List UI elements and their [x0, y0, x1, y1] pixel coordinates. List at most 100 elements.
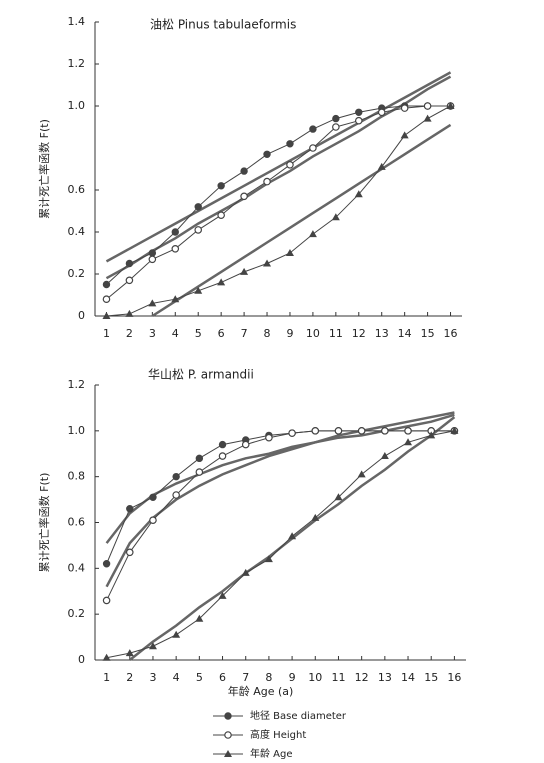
x-tick-label: 3 [149, 327, 156, 340]
x-tick-label: 16 [444, 327, 458, 340]
y-tick-label: 1.4 [68, 15, 86, 28]
x-tick-label: 8 [264, 327, 271, 340]
x-tick-label: 5 [196, 671, 203, 684]
point [285, 249, 294, 256]
panel: 00.20.40.61.01.21.41 2 3 4 5 6 7 8 9 10 11 12 13 14 15… [37, 15, 462, 340]
point [148, 249, 157, 257]
x-tick-label: 15 [421, 327, 435, 340]
point [172, 491, 180, 499]
point [195, 468, 204, 476]
point [195, 614, 204, 622]
x-tick-label: 6 [219, 671, 226, 684]
x-tick-label: 6 [218, 327, 225, 340]
y-tick-label: 1.2 [68, 57, 86, 70]
y-tick-label: 1.0 [68, 99, 86, 112]
point [450, 426, 459, 434]
point [309, 144, 317, 152]
point [263, 177, 271, 186]
y-tick-label: 0.8 [68, 470, 86, 483]
point [357, 427, 366, 435]
point [380, 452, 389, 460]
x-tick-label: 14 [401, 671, 415, 684]
x-tick-label: 10 [308, 671, 322, 684]
point [423, 114, 432, 122]
point [309, 125, 317, 133]
y-tick-label: 0 [78, 309, 85, 322]
point [172, 630, 181, 638]
point [265, 433, 273, 442]
series-line [106, 105, 451, 285]
point [331, 213, 340, 221]
point [148, 255, 157, 264]
point [102, 312, 111, 319]
point [125, 548, 134, 557]
fit-line [151, 123, 452, 318]
x-axis-label: 年龄 Age (a) [228, 684, 294, 698]
legend-marker [224, 750, 232, 757]
point [218, 591, 227, 599]
point [400, 104, 409, 112]
point [263, 259, 272, 267]
point [102, 280, 111, 289]
y-tick-label: 0.2 [68, 607, 86, 620]
point [334, 427, 343, 435]
series-line [106, 430, 455, 601]
x-tick-label: 8 [265, 671, 272, 684]
x-tick-label: 12 [352, 327, 366, 340]
point [355, 108, 363, 117]
point [218, 440, 227, 449]
point [125, 259, 134, 268]
point [446, 102, 455, 109]
x-tick-label: 11 [331, 671, 345, 684]
point [423, 102, 432, 110]
panel: 00.20.40.60.81.01.21 2 3 4 5 6 7 8 9 10 11 12 13 14 15… [37, 368, 466, 760]
x-tick-label: 15 [424, 671, 438, 684]
point [427, 431, 436, 439]
legend-label: 地径 Base diameter [250, 709, 347, 722]
x-tick-label: 1 [103, 327, 110, 340]
x-tick-label: 1 [103, 671, 110, 684]
point [241, 568, 250, 576]
point [194, 286, 203, 294]
x-tick-label: 7 [241, 327, 248, 340]
point [377, 162, 386, 170]
point [125, 309, 134, 317]
point [148, 299, 157, 307]
x-tick-label: 3 [149, 671, 156, 684]
point [102, 653, 111, 661]
x-tick-label: 2 [126, 327, 133, 340]
point [263, 150, 271, 159]
x-tick-label: 11 [329, 327, 343, 340]
point [334, 493, 343, 501]
point [149, 493, 157, 501]
y-tick-label: 1.0 [68, 424, 86, 437]
x-tick-label: 5 [195, 327, 202, 340]
point [240, 267, 249, 275]
y-axis-label: 累计死亡率函数 F(t) [37, 119, 51, 219]
point [148, 642, 157, 650]
x-tick-label: 9 [289, 671, 296, 684]
point [332, 123, 340, 131]
point [194, 226, 203, 234]
y-tick-label: 0.4 [68, 561, 86, 574]
series-line [106, 430, 455, 659]
x-tick-label: 9 [286, 327, 293, 340]
x-tick-label: 10 [306, 327, 320, 340]
point [102, 596, 111, 605]
point [381, 427, 389, 435]
point [354, 116, 363, 125]
fit-line [105, 71, 452, 263]
point [311, 513, 320, 521]
point [125, 649, 134, 657]
y-tick-label: 0.6 [68, 183, 86, 196]
point [171, 228, 179, 236]
point [217, 211, 225, 220]
point [404, 438, 413, 446]
point [357, 470, 366, 478]
point [288, 532, 297, 540]
y-tick-label: 0.2 [68, 267, 86, 280]
point [217, 182, 225, 190]
y-tick-label: 0.6 [68, 516, 86, 529]
x-tick-label: 4 [173, 671, 180, 684]
